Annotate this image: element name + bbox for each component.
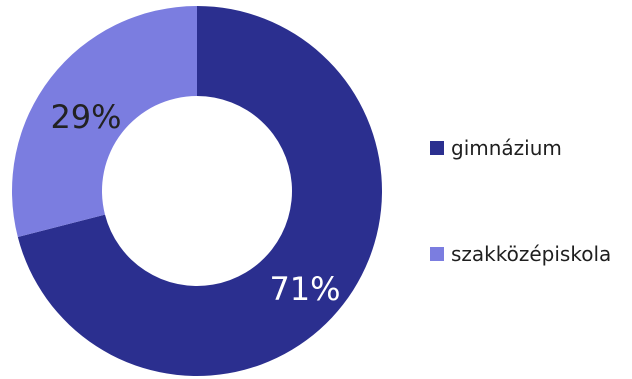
legend-swatch-szakkozepiskola bbox=[430, 247, 444, 261]
data-label-gimnazium: 71% bbox=[269, 270, 340, 308]
legend-swatch-gimnazium bbox=[430, 141, 444, 155]
data-label-szakkozepiskola: 29% bbox=[50, 98, 121, 136]
legend: gimnázium szakközépiskola bbox=[430, 0, 630, 379]
slice-szakkozepiskola bbox=[11, 6, 197, 238]
legend-item-szakkozepiskola: szakközépiskola bbox=[430, 242, 611, 266]
slice-gimnazium bbox=[17, 6, 383, 376]
legend-label-szakkozepiskola: szakközépiskola bbox=[451, 242, 612, 266]
legend-label-gimnazium: gimnázium bbox=[451, 136, 562, 160]
legend-item-gimnazium: gimnázium bbox=[430, 136, 562, 160]
donut-chart: 71% 29% bbox=[11, 6, 383, 376]
